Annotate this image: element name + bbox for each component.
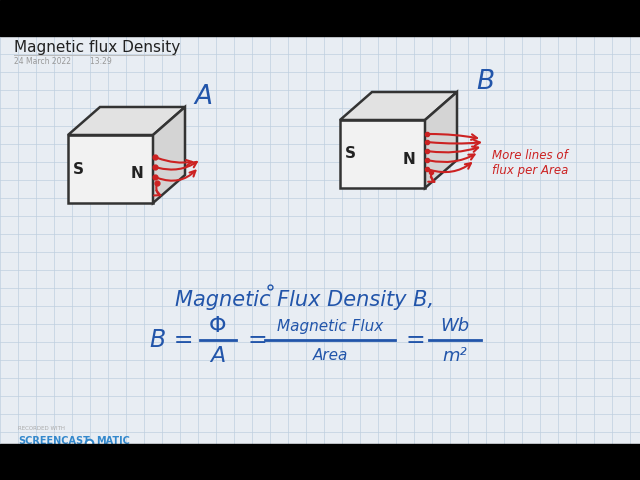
Text: SCREENCAST: SCREENCAST	[18, 436, 90, 446]
Text: Φ: Φ	[209, 316, 227, 336]
Text: S: S	[344, 146, 355, 161]
Text: A: A	[211, 346, 226, 366]
Text: Magnetic Flux: Magnetic Flux	[277, 319, 383, 334]
Text: A: A	[194, 84, 212, 110]
Text: B: B	[476, 69, 494, 95]
Text: Magnetic Flux Density B,: Magnetic Flux Density B,	[175, 290, 434, 310]
Text: B =: B =	[150, 328, 201, 352]
Text: Area: Area	[312, 348, 348, 363]
Text: MATIC: MATIC	[96, 436, 130, 446]
Polygon shape	[340, 120, 425, 188]
Text: More lines of: More lines of	[492, 149, 568, 162]
Text: =: =	[248, 328, 268, 352]
Text: N: N	[131, 167, 143, 181]
Polygon shape	[425, 92, 457, 188]
Bar	[0, 0, 640, 36]
Polygon shape	[68, 107, 185, 135]
Text: Wb: Wb	[440, 317, 470, 335]
Polygon shape	[153, 107, 185, 203]
Text: RECORDED WITH: RECORDED WITH	[18, 426, 65, 431]
Text: =: =	[405, 328, 425, 352]
Polygon shape	[68, 135, 153, 203]
Bar	[0, 444, 640, 480]
Text: Magnetic flux Density: Magnetic flux Density	[14, 40, 180, 55]
Text: flux per Area: flux per Area	[492, 164, 568, 177]
Text: N: N	[403, 152, 415, 167]
Polygon shape	[340, 92, 457, 120]
Text: S: S	[72, 161, 83, 177]
Text: 24 March 2022        13:29: 24 March 2022 13:29	[14, 57, 112, 66]
Text: m²: m²	[443, 347, 467, 365]
